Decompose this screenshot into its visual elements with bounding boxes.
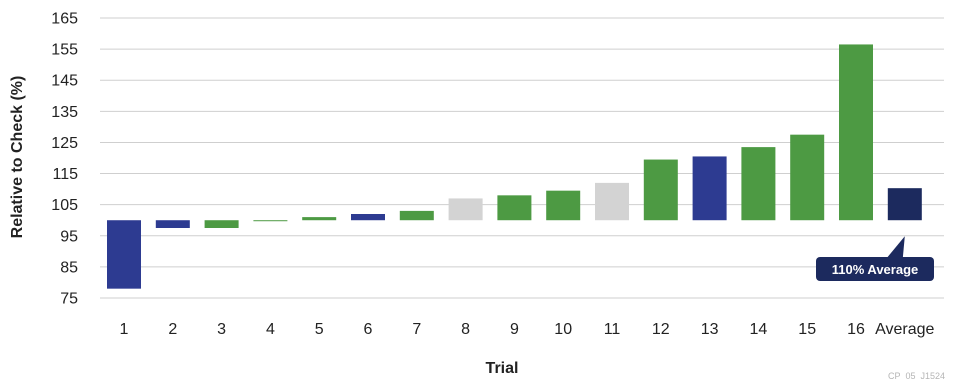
bar	[741, 147, 776, 221]
bar	[399, 210, 434, 221]
y-tick-label: 135	[51, 104, 78, 121]
x-tick-label: 10	[554, 321, 572, 338]
y-tick-label: 145	[51, 73, 78, 90]
bar	[107, 220, 141, 289]
x-tick-label: 8	[461, 321, 470, 338]
x-tick-label: 13	[701, 321, 719, 338]
bar	[204, 220, 239, 228]
callout-box	[816, 257, 934, 281]
y-tick-label: 75	[60, 291, 78, 308]
x-tick-label: 4	[266, 321, 275, 338]
y-tick-label: 105	[51, 197, 78, 214]
x-tick-label: 3	[217, 321, 226, 338]
bar	[790, 134, 825, 221]
bars	[107, 44, 922, 289]
x-tick-label: 6	[364, 321, 373, 338]
average-callout: 110% Average	[816, 236, 934, 281]
x-tick-label: 15	[798, 321, 816, 338]
x-tick-label: 11	[604, 321, 621, 338]
gridlines	[100, 17, 944, 299]
y-tick-label: 165	[51, 11, 78, 28]
x-tick-label: 16	[847, 321, 865, 338]
x-tick-label: 7	[412, 321, 421, 338]
x-axis-title: Trial	[486, 360, 519, 377]
bar	[595, 182, 629, 221]
bar	[253, 220, 288, 222]
y-tick-label: 95	[60, 228, 78, 245]
callout-label: 110% Average	[832, 262, 919, 277]
y-tick-label: 85	[60, 259, 78, 276]
callout-pointer	[886, 236, 905, 258]
bar	[546, 190, 581, 221]
y-tick-label: 155	[51, 42, 78, 59]
bar	[497, 195, 532, 221]
x-tick-label: 5	[315, 321, 324, 338]
y-axis-ticks: 75 85 95 105 115 125 135 145 155 165	[51, 11, 78, 308]
bar	[643, 159, 678, 221]
bar	[351, 214, 385, 221]
bar	[887, 188, 922, 221]
x-tick-label: 1	[120, 321, 129, 338]
bar	[839, 44, 873, 221]
y-tick-label: 125	[51, 135, 78, 152]
figure-code: CP_05_J1524	[888, 371, 945, 379]
x-tick-label: 9	[510, 321, 519, 338]
bar	[448, 198, 483, 221]
bar	[692, 156, 727, 221]
x-tick-label: 12	[652, 321, 670, 338]
bar	[302, 217, 337, 221]
y-axis-title: Relative to Check (%)	[9, 76, 26, 239]
x-tick-label: Average	[875, 321, 934, 338]
x-axis-ticks: 1 2 3 4 5 6 7 8 9 10 11 12 13 14 15 16 Average	[120, 321, 935, 338]
x-tick-label: 2	[168, 321, 177, 338]
x-tick-label: 14	[750, 321, 768, 338]
y-tick-label: 115	[52, 166, 78, 183]
bar	[155, 220, 190, 228]
